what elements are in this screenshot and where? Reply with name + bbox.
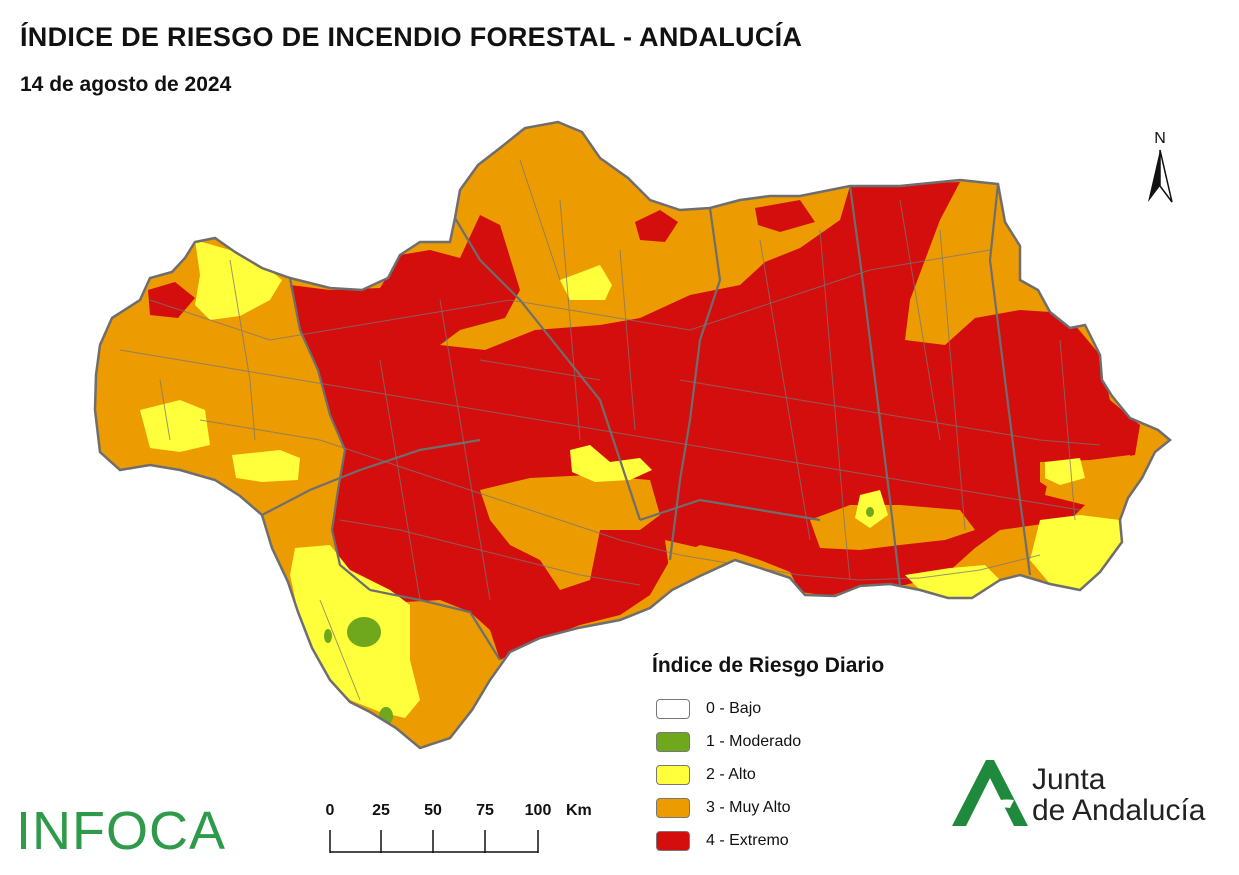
junta-logo-text: Junta de Andalucía <box>1032 764 1205 826</box>
legend-swatch-muy-alto <box>656 797 690 818</box>
junta-logo-line2: de Andalucía <box>1032 794 1206 827</box>
risk-zone-alto-granada-coast <box>905 565 1000 598</box>
legend-swatch-extremo <box>656 830 690 851</box>
legend-item-bajo: 0 - Bajo <box>656 692 884 725</box>
legend-swatch-bajo <box>656 698 690 719</box>
map-title: ÍNDICE DE RIESGO DE INCENDIO FORESTAL - … <box>20 22 803 52</box>
legend-item-moderado: 1 - Moderado <box>656 725 884 758</box>
province-borders <box>261 183 1032 661</box>
risk-zone-alto-sevilla-west <box>232 450 300 482</box>
north-arrow-icon <box>1148 149 1173 203</box>
scale-unit: Km <box>566 802 592 819</box>
municipal-borders <box>119 159 1101 701</box>
north-arrow: N <box>1140 130 1180 211</box>
risk-zone-moderado-cadiz <box>347 617 381 647</box>
risk-zone-alto-cordoba-north <box>560 265 612 300</box>
junta-logo-line1: Junta <box>1032 763 1106 796</box>
legend-title: Índice de Riesgo Diario <box>652 654 885 677</box>
risk-zones <box>95 122 1170 748</box>
risk-zone-alto-center <box>570 445 652 482</box>
legend-label-moderado: 1 - Moderado <box>706 732 802 750</box>
legend: Índice de Riesgo Diario 0 - Bajo 1 - Mod… <box>652 654 884 857</box>
junta-de-andalucia-logo: Junta de Andalucía <box>950 758 1230 838</box>
map-date: 14 de agosto de 2024 <box>20 73 232 96</box>
risk-zone-extremo-north <box>635 210 678 242</box>
scale-tick-50: 50 <box>424 802 442 819</box>
risk-zone-extremo-north-2 <box>755 200 815 232</box>
risk-zone-alto-huelva-north <box>195 240 282 320</box>
andalucia-outline <box>93 120 1172 750</box>
scale-tick-100: 100 <box>524 802 552 819</box>
risk-zone-extremo-west <box>148 282 195 318</box>
legend-label-extremo: 4 - Extremo <box>706 831 789 849</box>
infoca-logo: INFOCA <box>16 801 227 861</box>
scale-bar-line <box>329 830 539 853</box>
legend-swatch-alto <box>656 764 690 785</box>
legend-label-alto: 2 - Alto <box>706 765 756 783</box>
scale-tick-75: 75 <box>476 802 494 819</box>
junta-logo-icon <box>952 760 1028 826</box>
legend-item-muy-alto: 3 - Muy Alto <box>656 791 884 824</box>
risk-zone-muy-alto-coast <box>665 540 760 590</box>
legend-label-bajo: 0 - Bajo <box>706 699 762 717</box>
legend-item-alto: 2 - Alto <box>656 758 884 791</box>
legend-item-extremo: 4 - Extremo <box>656 824 884 857</box>
risk-zone-moderado-coast <box>324 629 332 643</box>
scale-bar: 0 25 50 75 100 Km <box>318 800 618 860</box>
scale-tick-25: 25 <box>372 802 390 819</box>
legend-label-muy-alto: 3 - Muy Alto <box>706 798 791 816</box>
risk-zone-muy-alto-center <box>480 475 660 590</box>
scale-tick-0: 0 <box>325 802 335 819</box>
north-label: N <box>1154 130 1166 147</box>
risk-zone-moderado-granada <box>866 507 874 517</box>
risk-zone-alto-almeria-east <box>1045 458 1085 485</box>
legend-swatch-moderado <box>656 731 690 752</box>
risk-zone-alto-huelva-coast <box>140 400 210 452</box>
